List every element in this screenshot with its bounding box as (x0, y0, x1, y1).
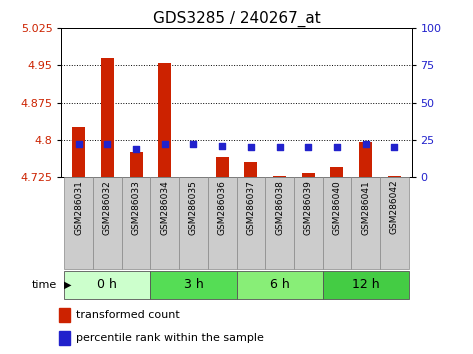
Bar (158, 63, 171, 177)
Point (276, 144, 283, 150)
FancyBboxPatch shape (64, 271, 150, 299)
Text: GSM286034: GSM286034 (160, 180, 169, 234)
Text: 12 h: 12 h (352, 278, 379, 291)
Title: GDS3285 / 240267_at: GDS3285 / 240267_at (153, 11, 320, 27)
Text: GSM286037: GSM286037 (246, 180, 255, 235)
Point (161, 142, 168, 147)
FancyBboxPatch shape (265, 177, 294, 269)
Bar (245, 162, 257, 177)
Bar (216, 157, 228, 177)
FancyBboxPatch shape (236, 177, 265, 269)
FancyBboxPatch shape (179, 177, 208, 269)
Point (247, 144, 254, 150)
Text: time: time (32, 280, 57, 290)
Text: GSM286036: GSM286036 (218, 180, 227, 235)
Point (219, 143, 226, 149)
Bar (130, 152, 142, 177)
FancyBboxPatch shape (236, 271, 323, 299)
Bar (302, 173, 315, 177)
Text: GSM286041: GSM286041 (361, 180, 370, 234)
Point (75, 142, 82, 147)
FancyBboxPatch shape (380, 177, 409, 269)
FancyBboxPatch shape (150, 177, 179, 269)
Bar (359, 142, 372, 177)
Point (333, 144, 341, 150)
Point (132, 146, 140, 152)
Bar (60, 308, 70, 322)
FancyBboxPatch shape (150, 271, 236, 299)
Text: 0 h: 0 h (97, 278, 117, 291)
Bar (60, 331, 70, 344)
Bar (331, 167, 343, 177)
Point (391, 144, 398, 150)
Text: GSM286042: GSM286042 (390, 180, 399, 234)
Bar (72, 127, 85, 177)
FancyBboxPatch shape (122, 177, 150, 269)
Text: GSM286031: GSM286031 (74, 180, 83, 235)
FancyBboxPatch shape (323, 271, 409, 299)
Text: GSM286032: GSM286032 (103, 180, 112, 234)
Point (190, 142, 197, 147)
Text: GSM286039: GSM286039 (304, 180, 313, 235)
Bar (273, 176, 286, 177)
FancyBboxPatch shape (208, 177, 236, 269)
FancyBboxPatch shape (323, 177, 351, 269)
Text: GSM286033: GSM286033 (131, 180, 140, 235)
FancyBboxPatch shape (351, 177, 380, 269)
Text: ▶: ▶ (64, 280, 71, 290)
Text: percentile rank within the sample: percentile rank within the sample (76, 332, 264, 343)
Point (104, 142, 111, 147)
Text: 6 h: 6 h (270, 278, 289, 291)
Point (305, 144, 312, 150)
Text: GSM286038: GSM286038 (275, 180, 284, 235)
Bar (388, 176, 401, 177)
Text: transformed count: transformed count (76, 310, 180, 320)
FancyBboxPatch shape (64, 177, 93, 269)
Text: GSM286035: GSM286035 (189, 180, 198, 235)
Bar (101, 58, 114, 177)
FancyBboxPatch shape (93, 177, 122, 269)
Text: 3 h: 3 h (184, 278, 203, 291)
Text: GSM286040: GSM286040 (333, 180, 342, 234)
FancyBboxPatch shape (294, 177, 323, 269)
Point (362, 142, 369, 147)
